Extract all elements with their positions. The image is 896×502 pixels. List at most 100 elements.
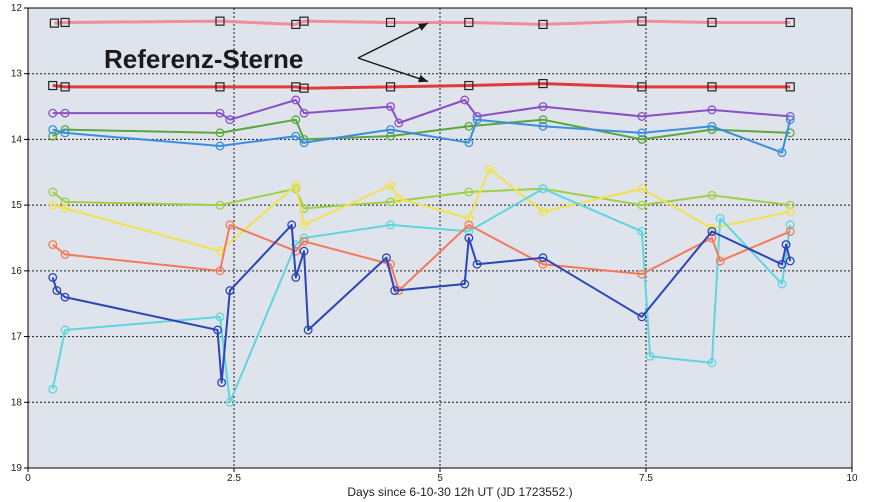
data-point xyxy=(785,17,795,28)
data-point xyxy=(781,240,791,250)
data-point xyxy=(60,128,70,138)
data-point xyxy=(60,82,70,92)
data-point xyxy=(299,246,309,256)
data-point xyxy=(785,207,795,217)
data-point xyxy=(215,266,225,276)
data-point xyxy=(215,16,225,26)
data-point xyxy=(637,226,647,236)
annotation-arrowhead xyxy=(418,74,428,83)
y-tick-label: 18 xyxy=(11,397,23,408)
series-7 xyxy=(48,164,795,256)
series-line xyxy=(52,99,791,124)
data-point xyxy=(225,397,235,407)
y-tick-label: 13 xyxy=(11,69,23,80)
data-point xyxy=(707,17,717,28)
data-point xyxy=(538,207,548,217)
data-point xyxy=(386,125,396,135)
data-point xyxy=(287,220,297,230)
y-tick-label: 12 xyxy=(11,3,23,14)
data-point xyxy=(777,148,787,158)
data-point xyxy=(637,269,647,279)
series-10 xyxy=(48,220,795,388)
data-point xyxy=(637,111,647,121)
data-point xyxy=(484,164,494,174)
y-tick-label: 15 xyxy=(11,200,23,211)
series-layer xyxy=(48,16,795,407)
data-point xyxy=(49,18,59,28)
data-point xyxy=(60,108,70,118)
series-line xyxy=(51,187,792,404)
data-point xyxy=(460,95,470,105)
data-point xyxy=(464,138,474,148)
data-point xyxy=(645,351,655,361)
data-point xyxy=(225,286,235,296)
x-tick-label: 2.5 xyxy=(227,473,241,484)
data-point xyxy=(472,259,482,269)
x-tick-label: 7.5 xyxy=(639,473,653,484)
data-point xyxy=(464,233,474,243)
data-point xyxy=(60,17,70,28)
data-point xyxy=(394,118,404,128)
data-point xyxy=(291,115,301,125)
data-point xyxy=(785,220,795,230)
data-point xyxy=(707,82,717,92)
annotation-label: Referenz-Sterne xyxy=(104,44,303,74)
data-point xyxy=(299,16,309,26)
series-line xyxy=(52,118,792,154)
data-point xyxy=(785,226,795,236)
data-point xyxy=(538,184,548,194)
data-point xyxy=(707,358,717,368)
data-point xyxy=(48,187,58,197)
data-point xyxy=(390,286,400,296)
data-point xyxy=(715,213,725,223)
y-tick-label: 19 xyxy=(11,463,23,474)
data-point xyxy=(464,226,474,236)
data-point xyxy=(464,220,474,230)
data-point xyxy=(637,82,647,92)
data-point xyxy=(637,312,647,322)
data-point xyxy=(707,121,717,131)
annotation-arrow xyxy=(357,57,429,83)
data-point xyxy=(707,233,717,243)
data-point xyxy=(381,253,391,263)
x-tick-label: 0 xyxy=(25,473,31,484)
series-4 xyxy=(48,115,795,144)
data-point xyxy=(715,256,725,266)
data-point xyxy=(394,194,404,204)
data-point xyxy=(48,384,58,394)
data-point xyxy=(386,131,396,141)
x-tick-label: 10 xyxy=(846,473,858,484)
data-point xyxy=(386,180,396,190)
data-point xyxy=(464,80,474,91)
data-point xyxy=(48,272,58,282)
x-tick-label: 5 xyxy=(437,473,443,484)
annotation-arrowhead xyxy=(418,23,428,31)
data-point xyxy=(60,197,70,207)
data-point xyxy=(48,200,58,210)
series-3 xyxy=(48,95,795,128)
data-point xyxy=(472,115,482,125)
data-point xyxy=(48,125,58,135)
data-point xyxy=(538,78,548,89)
data-point xyxy=(291,131,301,141)
data-point xyxy=(225,115,235,125)
axes: 0 2.5 5 7.5 10 12 13 14 15 16 17 18 19 xyxy=(11,3,858,484)
data-point xyxy=(60,325,70,335)
data-point xyxy=(777,259,787,269)
data-point xyxy=(215,128,225,138)
y-tick-label: 16 xyxy=(11,266,23,277)
data-point xyxy=(52,286,62,296)
data-point xyxy=(785,82,795,92)
data-point xyxy=(538,259,548,269)
annotation: Referenz-Sterne xyxy=(104,22,429,83)
series-line xyxy=(52,168,791,253)
data-point xyxy=(291,272,301,282)
y-tick-label: 17 xyxy=(11,332,23,343)
data-point xyxy=(60,249,70,259)
data-point xyxy=(538,19,548,30)
data-point xyxy=(707,105,717,115)
data-point xyxy=(299,138,309,148)
data-point xyxy=(386,220,396,230)
data-point xyxy=(291,240,301,250)
data-point xyxy=(291,180,301,190)
